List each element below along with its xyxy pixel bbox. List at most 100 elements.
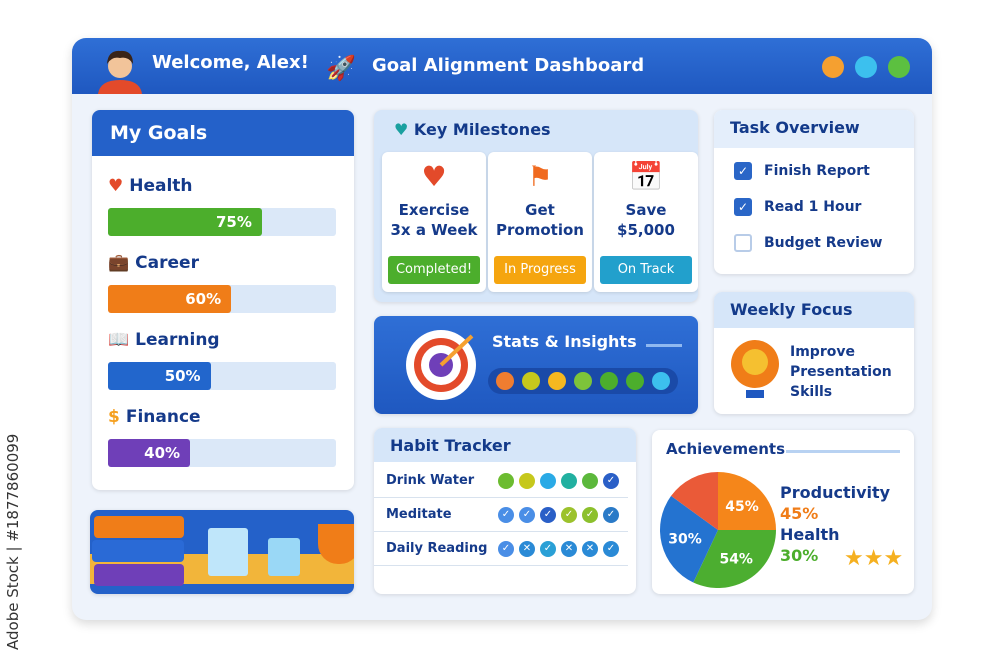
- habit-check-icon[interactable]: ✓: [540, 541, 556, 557]
- habit-check-icon[interactable]: [561, 473, 577, 489]
- my-goals-title: My Goals: [92, 110, 354, 156]
- habit-check-icon[interactable]: [540, 473, 556, 489]
- window-dot-orange[interactable]: [822, 56, 844, 78]
- habit-label: Daily Reading: [386, 541, 488, 556]
- decor-illustration: [90, 510, 354, 594]
- milestone-title: $5,000: [617, 221, 675, 239]
- habit-tracker-title: Habit Tracker: [374, 428, 636, 462]
- goal-label: 💼 Career: [108, 253, 199, 273]
- habit-label: Meditate: [386, 507, 452, 522]
- achievements-title: Achievements: [666, 440, 786, 458]
- heart-icon: ♥: [108, 176, 124, 196]
- milestone-title: 3x a Week: [390, 221, 478, 239]
- habit-check-icon[interactable]: ✓: [519, 507, 535, 523]
- pie-slice: [660, 495, 718, 583]
- goal-percent: 50%: [108, 362, 211, 390]
- goal-progress-bar: 40%: [108, 439, 336, 467]
- stat-dot: [626, 372, 644, 390]
- heart-icon: ♥: [394, 120, 409, 139]
- achievements-card: Achievements 45% 54% 30% Productivity 45% He…: [652, 430, 914, 594]
- focus-line: Presentation: [790, 364, 892, 380]
- goal-name: Health: [129, 176, 193, 196]
- watermark: Adobe Stock | #1877860099: [4, 433, 22, 650]
- habit-check-icon[interactable]: ✓: [498, 541, 514, 557]
- goal-label: ♥ Health: [108, 176, 193, 196]
- task-item[interactable]: ✓ Read 1 Hour: [734, 198, 861, 216]
- habit-missed-icon[interactable]: ✕: [519, 541, 535, 557]
- stat-dot: [496, 372, 514, 390]
- legend-name: Health: [780, 525, 840, 544]
- habit-check-icon[interactable]: ✓: [561, 507, 577, 523]
- habit-check-icon[interactable]: ✓: [603, 473, 619, 489]
- books-icon: [94, 516, 184, 538]
- habit-tracker-card: Habit Tracker Drink Water ✓ Meditate ✓ ✓ ✓ ✓ ✓ ✓…: [374, 428, 636, 594]
- habit-check-icon[interactable]: ✓: [603, 507, 619, 523]
- stat-dot: [652, 372, 670, 390]
- stats-title: Stats & Insights: [492, 332, 637, 351]
- window-dot-blue[interactable]: [855, 56, 877, 78]
- milestones-title: Key Milestones: [413, 120, 551, 139]
- trophy-icon: [318, 524, 354, 564]
- goal-progress-bar: 60%: [108, 285, 336, 313]
- rocket-icon: 🚀: [326, 54, 356, 82]
- milestone-status-badge: In Progress: [494, 256, 586, 284]
- goal-progress-bar: 50%: [108, 362, 336, 390]
- task-label: Finish Report: [764, 163, 870, 179]
- page-title: Goal Alignment Dashboard: [372, 55, 645, 76]
- legend-value: 45%: [780, 504, 819, 523]
- habit-check-icon[interactable]: [498, 473, 514, 489]
- pie-slice: [671, 472, 718, 530]
- lightbulb-icon: [731, 340, 779, 398]
- pie-slice-label: 45%: [725, 499, 759, 515]
- my-goals-card: My Goals ♥ Health 75% 💼 Career 60% 📖 Learning 50…: [92, 110, 354, 490]
- habit-row: Meditate ✓ ✓ ✓ ✓ ✓ ✓: [374, 498, 628, 532]
- milestone-title: Exercise: [398, 201, 470, 219]
- briefcase-icon: 💼: [108, 253, 130, 273]
- milestone-card[interactable]: 📅 Save $5,000 On Track: [594, 152, 698, 292]
- weekly-focus-card: Weekly Focus Improve Presentation Skills: [714, 292, 914, 414]
- stat-dot: [548, 372, 566, 390]
- milestone-status-badge: On Track: [600, 256, 692, 284]
- milestone-title: Get: [525, 201, 555, 219]
- stat-dot: [600, 372, 618, 390]
- habit-check-icon[interactable]: ✓: [540, 507, 556, 523]
- habit-check-icon[interactable]: [582, 473, 598, 489]
- habit-check-icon[interactable]: ✓: [603, 541, 619, 557]
- milestone-card[interactable]: ♥ Exercise 3x a Week Completed!: [382, 152, 486, 292]
- achievements-pie-chart: 45% 54% 30%: [660, 472, 776, 588]
- goal-label: $ Finance: [108, 407, 201, 427]
- goal-label: 📖 Learning: [108, 330, 220, 350]
- coin-icon: $: [108, 407, 120, 427]
- avatar: [98, 50, 142, 94]
- habit-missed-icon[interactable]: ✕: [582, 541, 598, 557]
- habit-check-icon[interactable]: [519, 473, 535, 489]
- target-icon: [406, 330, 476, 400]
- habit-row: Drink Water ✓: [374, 464, 628, 498]
- welcome-text: Welcome, Alex!: [152, 52, 309, 73]
- habit-row: Daily Reading ✓ ✕ ✓ ✕ ✕ ✓: [374, 532, 628, 566]
- habit-missed-icon[interactable]: ✕: [561, 541, 577, 557]
- task-item[interactable]: Budget Review: [734, 234, 882, 252]
- pie-slice: [718, 472, 776, 530]
- task-label: Read 1 Hour: [764, 199, 862, 215]
- habit-check-icon[interactable]: ✓: [498, 507, 514, 523]
- pie-slice: [693, 530, 776, 588]
- calendar-icon: 📅: [628, 160, 664, 193]
- checkbox-checked-icon[interactable]: ✓: [734, 162, 752, 180]
- milestone-title: Promotion: [496, 221, 584, 239]
- dashboard-window: Welcome, Alex! 🚀 Goal Alignment Dashboar…: [72, 38, 932, 620]
- legend-name: Productivity: [780, 483, 891, 502]
- checkbox-empty-icon[interactable]: [734, 234, 752, 252]
- milestone-title: Save: [625, 201, 667, 219]
- milestone-card[interactable]: ⚑ Get Promotion In Progress: [488, 152, 592, 292]
- pie-slice-label: 54%: [719, 552, 753, 568]
- stats-insights-card[interactable]: Stats & Insights: [374, 316, 698, 414]
- flag-icon: ⚑: [527, 160, 553, 193]
- heart-check-icon: ♥: [421, 160, 447, 193]
- habit-check-icon[interactable]: ✓: [582, 507, 598, 523]
- checkbox-checked-icon[interactable]: ✓: [734, 198, 752, 216]
- habit-label: Drink Water: [386, 473, 475, 488]
- task-item[interactable]: ✓ Finish Report: [734, 162, 870, 180]
- stat-dot: [522, 372, 540, 390]
- window-dot-green[interactable]: [888, 56, 910, 78]
